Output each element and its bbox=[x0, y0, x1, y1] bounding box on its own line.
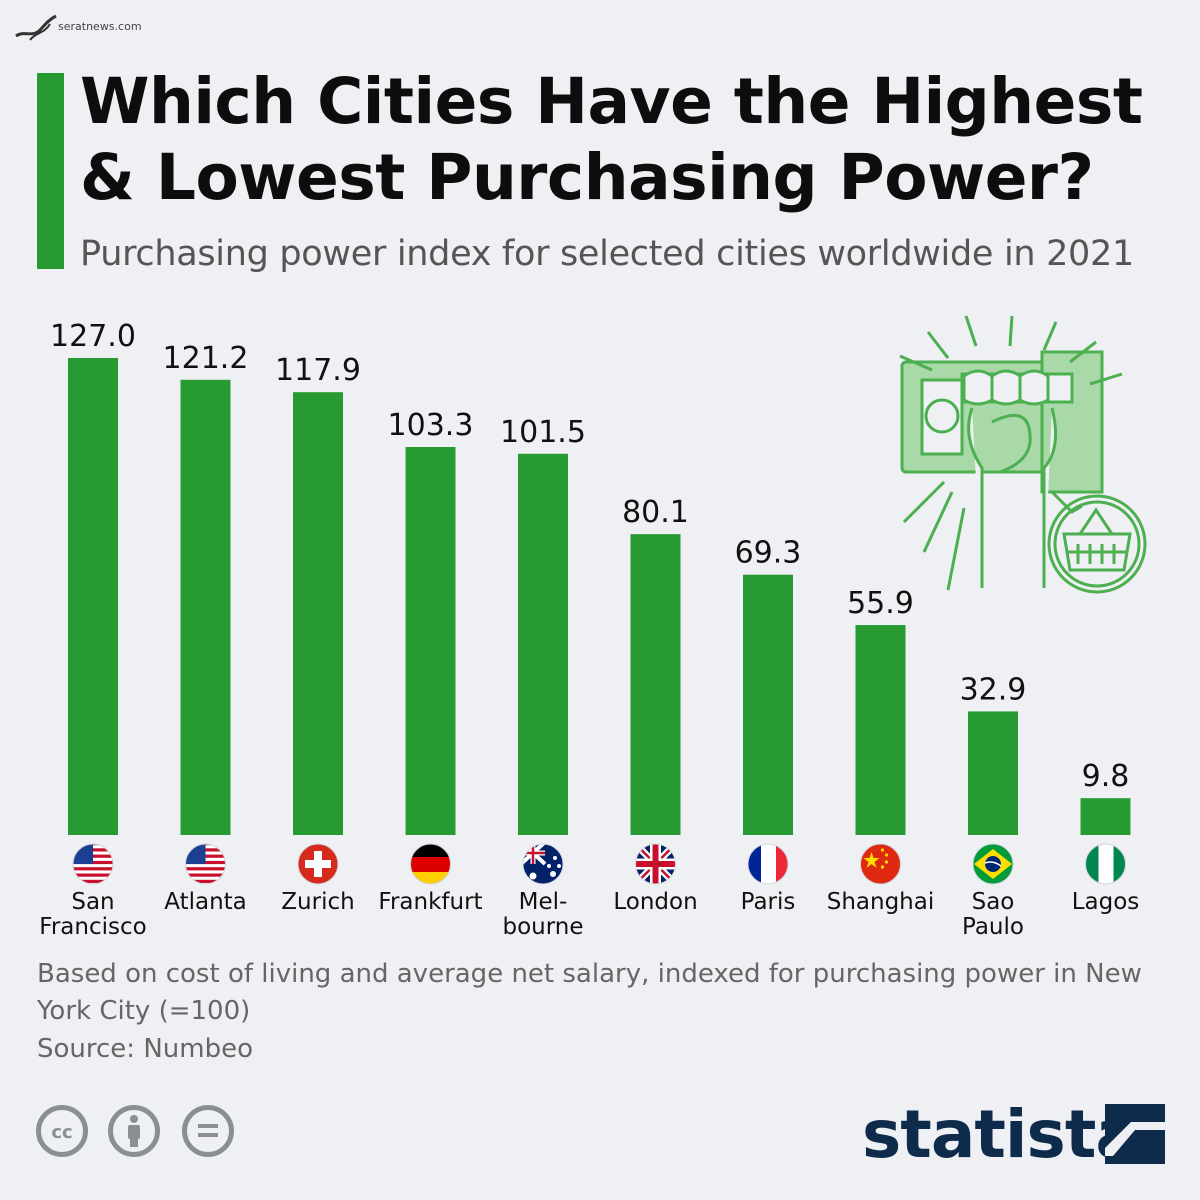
value-label: 9.8 bbox=[1082, 759, 1130, 794]
category-label: London bbox=[613, 889, 697, 915]
bar-london bbox=[630, 534, 681, 835]
us-flag-icon bbox=[72, 843, 114, 885]
category-label: Paris bbox=[741, 889, 796, 915]
value-label: 121.2 bbox=[163, 341, 249, 376]
us-flag-icon bbox=[185, 843, 226, 885]
bar-sao-paulo bbox=[968, 711, 1018, 835]
category-label: Sao Paulo bbox=[962, 889, 1024, 940]
title-line-2: & Lowest Purchasing Power? bbox=[80, 141, 1094, 214]
statista-mark-icon bbox=[1105, 1104, 1165, 1164]
france-flag-icon bbox=[747, 843, 789, 885]
category-label: Frankfurt bbox=[378, 889, 482, 915]
brazil-flag-icon bbox=[972, 843, 1014, 885]
value-label: 32.9 bbox=[960, 672, 1027, 707]
creative-commons-icon[interactable]: cc bbox=[36, 1105, 88, 1157]
bar-paris bbox=[743, 574, 793, 835]
uk-flag-icon bbox=[635, 843, 676, 885]
value-label: 55.9 bbox=[847, 586, 914, 621]
source-line: Source: Numbeo bbox=[37, 1034, 253, 1064]
category-label: Shanghai bbox=[827, 889, 935, 915]
bar-melbourne bbox=[518, 453, 568, 835]
value-label: 101.5 bbox=[500, 415, 586, 450]
category-label: Lagos bbox=[1072, 889, 1140, 915]
bar-lagos bbox=[1080, 798, 1131, 835]
nigeria-flag-icon bbox=[1085, 843, 1126, 885]
watermark-logo bbox=[15, 14, 57, 41]
svg-text:cc: cc bbox=[51, 1122, 72, 1143]
title-accent-bar bbox=[37, 73, 64, 269]
logo-wordmark: statista bbox=[862, 1096, 1140, 1173]
no-derivatives-icon[interactable] bbox=[182, 1105, 234, 1157]
bar-atlanta bbox=[180, 379, 231, 835]
category-label: Zurich bbox=[281, 889, 354, 915]
bar-shanghai bbox=[855, 625, 906, 835]
value-label: 69.3 bbox=[735, 536, 802, 571]
chart-subtitle: Purchasing power index for selected citi… bbox=[80, 234, 1134, 274]
title-line-1: Which Cities Have the Highest bbox=[80, 65, 1143, 138]
bar-zurich bbox=[293, 392, 343, 835]
attribution-icon[interactable] bbox=[108, 1105, 160, 1157]
value-label: 117.9 bbox=[275, 353, 361, 388]
australia-flag-icon bbox=[522, 843, 564, 885]
category-label: Mel-bourne bbox=[502, 889, 583, 940]
category-label: San Francisco bbox=[39, 889, 146, 940]
fist-money-basket-icon bbox=[899, 315, 1147, 594]
chart-footnote: Based on cost of living and average net … bbox=[37, 959, 1142, 1026]
page-title: Which Cities Have the Highest & Lowest P… bbox=[80, 64, 1180, 216]
bar-frankfurt bbox=[405, 447, 456, 835]
category-label: Atlanta bbox=[164, 889, 247, 915]
value-label: 103.3 bbox=[388, 408, 474, 443]
bar-san-francisco bbox=[68, 358, 118, 835]
china-flag-icon bbox=[860, 843, 901, 885]
value-label: 127.0 bbox=[50, 319, 136, 354]
value-label: 80.1 bbox=[622, 495, 689, 530]
germany-flag-icon bbox=[410, 843, 451, 885]
bar-chart: 127.0 San Francisco 121.2 Atlanta 117.9 Zurich… bbox=[39, 319, 1140, 940]
watermark-text: seratnews.com bbox=[58, 20, 142, 33]
switzerland-flag-icon bbox=[297, 843, 339, 885]
